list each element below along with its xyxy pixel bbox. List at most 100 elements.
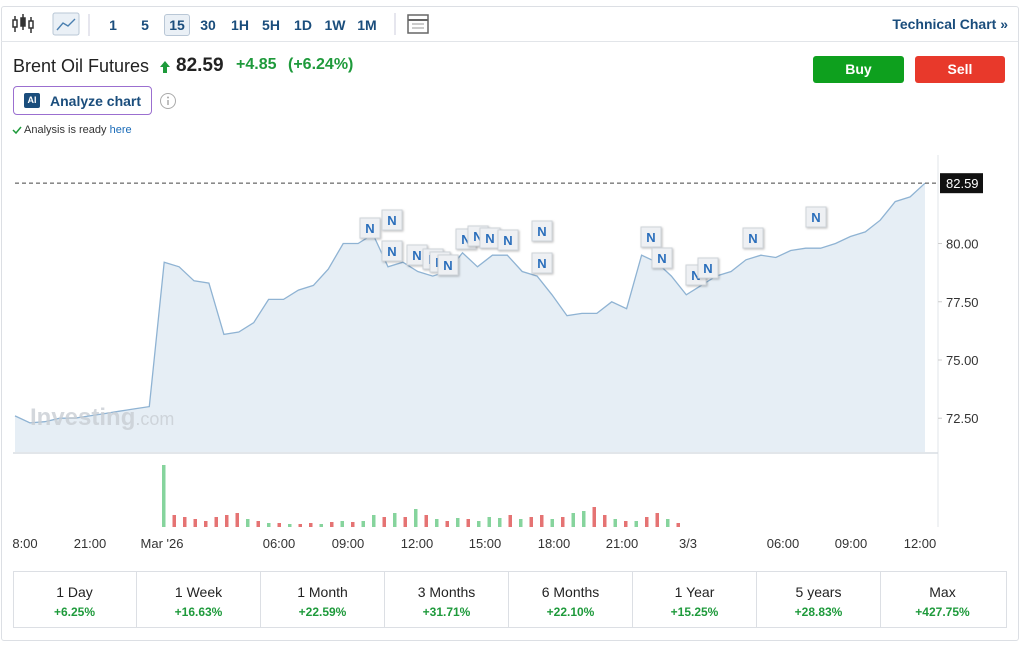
news-marker-box [742, 227, 764, 249]
performance-cell[interactable]: 1 Month +22.59% [261, 572, 385, 627]
interval-button[interactable]: 1 [109, 17, 117, 33]
volume-bar [634, 521, 638, 527]
volume-bar [424, 515, 428, 527]
news-marker: N [657, 251, 666, 266]
interval-button[interactable]: 1M [357, 17, 377, 33]
y-tick-label: 77.50 [946, 295, 979, 310]
sell-button[interactable]: Sell [915, 56, 1005, 83]
last-price: 82.59 [176, 55, 224, 76]
volume-bar [466, 519, 470, 527]
volume-bar [309, 523, 313, 527]
volume-bar [519, 519, 523, 527]
technical-chart-link[interactable]: Technical Chart » [892, 16, 1008, 32]
performance-change: +6.25% [53, 605, 96, 619]
volume-bar [288, 524, 292, 527]
widget-frame [1, 6, 1019, 641]
toolbar: 1 5 15 30 1H 5H 1D 1W 1M Technical Chart » [1, 6, 1018, 42]
interval-button[interactable]: 30 [200, 17, 216, 33]
price-area [15, 183, 925, 452]
x-tick-label: 21:00 [74, 536, 107, 551]
performance-cell[interactable]: 3 Months +31.71% [385, 572, 509, 627]
performance-border [13, 571, 1007, 628]
news-marker-box [381, 209, 403, 231]
volume-bar [298, 524, 302, 527]
interval-button[interactable]: 1D [294, 17, 312, 33]
volume-bar [655, 513, 659, 527]
news-marker: N [443, 258, 452, 273]
watermark: Investing.com [30, 404, 174, 431]
x-tick-label: 12:00 [904, 536, 937, 551]
volume-bar [267, 523, 271, 527]
performance-period: 1 Year [674, 584, 715, 600]
info-icon[interactable] [159, 92, 177, 110]
news-marker: N [365, 221, 374, 236]
interval-button[interactable]: 15 [164, 14, 190, 36]
news-marker: N [691, 268, 700, 283]
x-tick-label: 06:00 [767, 536, 800, 551]
news-marker: N [387, 213, 396, 228]
news-marker-box [697, 257, 719, 279]
y-tick-label: 80.00 [946, 237, 979, 252]
news-marker-box [531, 252, 553, 274]
performance-cell[interactable]: 1 Year +15.25% [633, 572, 757, 627]
interval-button[interactable]: 1H [231, 17, 249, 33]
volume-bar [571, 513, 575, 527]
ai-badge: AI [24, 93, 40, 108]
x-tick-label: 21:00 [606, 536, 639, 551]
performance-cell[interactable]: Max +427.75% [881, 572, 1004, 627]
volume-bar [225, 515, 229, 527]
buy-button[interactable]: Buy [813, 56, 904, 83]
performance-change: +22.59% [298, 605, 347, 619]
volume-bar [676, 523, 680, 527]
price-change: +4.85 [236, 56, 277, 73]
x-tick-label: Mar '26 [141, 536, 184, 551]
performance-change: +16.63% [174, 605, 223, 619]
volume-bar [592, 507, 596, 527]
volume-bar [361, 521, 365, 527]
x-tick-label: 3/3 [679, 536, 697, 551]
candle-icon[interactable] [12, 14, 34, 33]
performance-change: +22.10% [546, 605, 595, 619]
news-marker: N [537, 256, 546, 271]
x-tick-label: 8:00 [12, 536, 37, 551]
x-tick-label: 15:00 [469, 536, 502, 551]
volume-bar [162, 465, 166, 527]
performance-cell[interactable]: 5 years +28.83% [757, 572, 881, 627]
performance-cell[interactable]: 6 Months +22.10% [509, 572, 633, 627]
volume-bar [561, 517, 565, 527]
analyze-label: Analyze chart [50, 93, 142, 109]
volume-bar [393, 513, 397, 527]
interval-button[interactable]: 5H [262, 17, 280, 33]
news-marker: N [387, 244, 396, 259]
analyze-button[interactable]: AI Analyze chart [13, 86, 152, 115]
volume-bar [550, 519, 554, 527]
volume-bar [477, 521, 481, 527]
news-marker-box [651, 247, 673, 269]
analysis-link[interactable]: here [109, 124, 132, 136]
interval-button[interactable]: 5 [141, 17, 149, 33]
volume-bar [624, 521, 628, 527]
volume-bar [330, 522, 334, 527]
news-marker-box [531, 220, 553, 242]
performance-change: +31.71% [422, 605, 471, 619]
volume-bar [529, 517, 533, 527]
volume-bar [445, 521, 449, 527]
toolbar-icons [12, 12, 90, 36]
news-marker: N [503, 233, 512, 248]
performance-cell[interactable]: 1 Week +16.63% [137, 572, 261, 627]
news-marker-box [359, 217, 381, 239]
news-marker-box [497, 229, 519, 251]
volume-bar [403, 517, 407, 527]
volume-bar [456, 518, 460, 527]
interval-button[interactable]: 1W [324, 17, 346, 33]
performance-cell[interactable]: 1 Day +6.25% [13, 572, 137, 627]
current-price-box [940, 173, 983, 194]
volume-bar [351, 522, 355, 527]
news-marker: N [811, 210, 820, 225]
news-marker: N [646, 230, 655, 245]
performance-change: +427.75% [915, 605, 970, 619]
instrument-name: Brent Oil Futures [13, 56, 150, 76]
check-icon [12, 126, 22, 135]
x-tick-label: 09:00 [332, 536, 365, 551]
